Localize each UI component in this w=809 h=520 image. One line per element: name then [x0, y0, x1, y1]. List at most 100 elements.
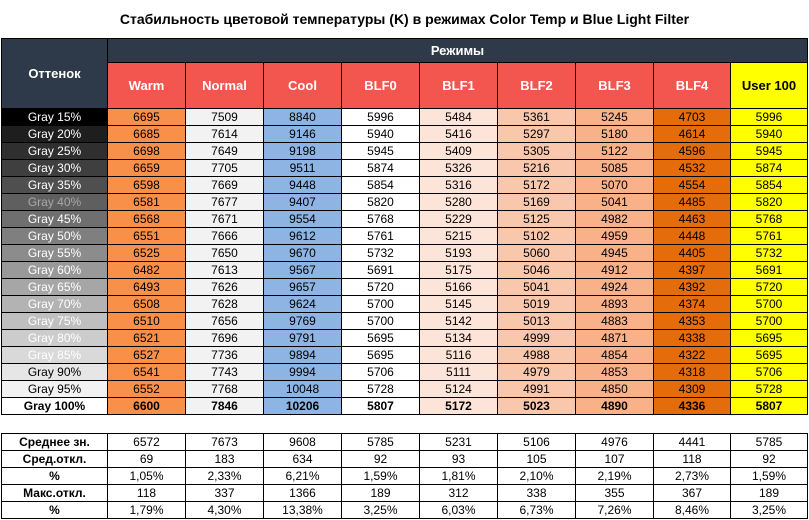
column-header: BLF0 — [341, 62, 420, 109]
value-cell: 4854 — [575, 346, 654, 364]
row-label: Gray 65% — [1, 278, 108, 296]
value-cell: 5768 — [730, 210, 808, 228]
value-cell: 5122 — [575, 142, 654, 160]
color-temperature-table: Оттенок Режимы Warm Normal Cool BLF0 BLF1 BLF… — [1, 38, 808, 519]
stat-value: 1,05% — [107, 467, 186, 485]
value-cell: 7669 — [185, 176, 264, 194]
value-cell: 9769 — [263, 312, 342, 330]
stat-value: 93 — [419, 450, 498, 468]
value-cell: 5245 — [575, 108, 654, 126]
stat-value: 1,59% — [730, 467, 808, 485]
value-cell: 5820 — [730, 193, 808, 211]
stat-value: 69 — [107, 450, 186, 468]
stats-row: Среднее зн. 6572 7673 9608 5785 5231 5106 4976 4… — [1, 433, 808, 451]
table-row: Gray 100% 6600 7846 10206 5807 5172 5023 4890 43… — [1, 397, 808, 415]
stat-value: 92 — [730, 450, 808, 468]
value-cell: 5124 — [419, 380, 498, 398]
stat-value: 4441 — [653, 433, 731, 451]
value-cell: 4850 — [575, 380, 654, 398]
value-cell: 4554 — [653, 176, 731, 194]
value-cell: 4485 — [653, 193, 731, 211]
row-label: Gray 70% — [1, 295, 108, 313]
stat-value: 13,38% — [263, 501, 342, 519]
value-cell: 5695 — [730, 329, 808, 347]
row-label: Gray 25% — [1, 142, 108, 160]
stat-value: 118 — [653, 450, 731, 468]
value-cell: 5807 — [730, 397, 808, 415]
column-header: Cool — [263, 62, 342, 109]
table-row: Gray 55% 6525 7650 9670 5732 5193 5060 4945 4405… — [1, 244, 808, 262]
value-cell: 10048 — [263, 380, 342, 398]
value-cell: 5023 — [497, 397, 576, 415]
value-cell: 5768 — [341, 210, 420, 228]
value-cell: 5695 — [341, 329, 420, 347]
table-row: Gray 45% 6568 7671 9554 5768 5229 5125 4982 4463… — [1, 210, 808, 228]
value-cell: 4959 — [575, 227, 654, 245]
table-row: Gray 95% 6552 7768 10048 5728 5124 4991 4850 430… — [1, 380, 808, 398]
value-cell: 7649 — [185, 142, 264, 160]
value-cell: 4893 — [575, 295, 654, 313]
stat-value: 3,25% — [730, 501, 808, 519]
value-cell: 5820 — [341, 193, 420, 211]
value-cell: 9994 — [263, 363, 342, 381]
value-cell: 5145 — [419, 295, 498, 313]
stat-label: % — [1, 467, 108, 485]
value-cell: 7671 — [185, 210, 264, 228]
value-cell: 5732 — [341, 244, 420, 262]
value-cell: 5070 — [575, 176, 654, 194]
value-cell: 5691 — [341, 261, 420, 279]
value-cell: 5720 — [341, 278, 420, 296]
row-label: Gray 40% — [1, 193, 108, 211]
value-cell: 9146 — [263, 125, 342, 143]
mode-header-row: Warm Normal Cool BLF0 BLF1 BLF2 BLF3 BLF4 User 1… — [2, 62, 808, 109]
value-cell: 7736 — [185, 346, 264, 364]
table-row: Gray 50% 6551 7666 9612 5761 5215 5102 4959 4448… — [1, 227, 808, 245]
row-label: Gray 20% — [1, 125, 108, 143]
value-cell: 5142 — [419, 312, 498, 330]
value-cell: 7626 — [185, 278, 264, 296]
stat-value: 1,81% — [419, 467, 498, 485]
stat-value: 92 — [341, 450, 420, 468]
spacer-cell — [1, 414, 808, 434]
stat-value: 1,59% — [341, 467, 420, 485]
stat-value: 6,21% — [263, 467, 342, 485]
stat-label: Среднее зн. — [1, 433, 108, 451]
stat-value: 1,79% — [107, 501, 186, 519]
table-row: Gray 75% 6510 7656 9769 5700 5142 5013 4883 4353… — [1, 312, 808, 330]
value-cell: 4322 — [653, 346, 731, 364]
value-cell: 9657 — [263, 278, 342, 296]
value-cell: 4982 — [575, 210, 654, 228]
value-cell: 4532 — [653, 159, 731, 177]
value-cell: 4374 — [653, 295, 731, 313]
value-cell: 6521 — [107, 329, 186, 347]
value-cell: 9554 — [263, 210, 342, 228]
value-cell: 5706 — [730, 363, 808, 381]
value-cell: 7846 — [185, 397, 264, 415]
row-label: Gray 15% — [1, 108, 108, 126]
value-cell: 4979 — [497, 363, 576, 381]
value-cell: 6493 — [107, 278, 186, 296]
value-cell: 9198 — [263, 142, 342, 160]
value-cell: 5172 — [419, 397, 498, 415]
stat-value: 118 — [107, 484, 186, 502]
stat-value: 189 — [730, 484, 808, 502]
value-cell: 5013 — [497, 312, 576, 330]
row-label: Gray 75% — [1, 312, 108, 330]
value-cell: 5134 — [419, 329, 498, 347]
value-cell: 5761 — [341, 227, 420, 245]
stats-row: Сред.откл. 69 183 634 92 93 105 107 118 92 — [1, 450, 808, 468]
value-cell: 9670 — [263, 244, 342, 262]
value-cell: 4463 — [653, 210, 731, 228]
table-row: Gray 65% 6493 7626 9657 5720 5166 5041 4924 4392… — [1, 278, 808, 296]
row-label: Gray 35% — [1, 176, 108, 194]
stat-value: 634 — [263, 450, 342, 468]
value-cell: 5720 — [730, 278, 808, 296]
value-cell: 4999 — [497, 329, 576, 347]
value-cell: 9624 — [263, 295, 342, 313]
value-cell: 5046 — [497, 261, 576, 279]
column-header: BLF4 — [653, 62, 731, 109]
value-cell: 6695 — [107, 108, 186, 126]
stats-row: % 1,79% 4,30% 13,38% 3,25% 6,03% 6,73% 7,26% 8,4… — [1, 501, 808, 519]
chart-title: Стабильность цветовой температуры (K) в … — [119, 11, 690, 27]
value-cell: 5996 — [341, 108, 420, 126]
